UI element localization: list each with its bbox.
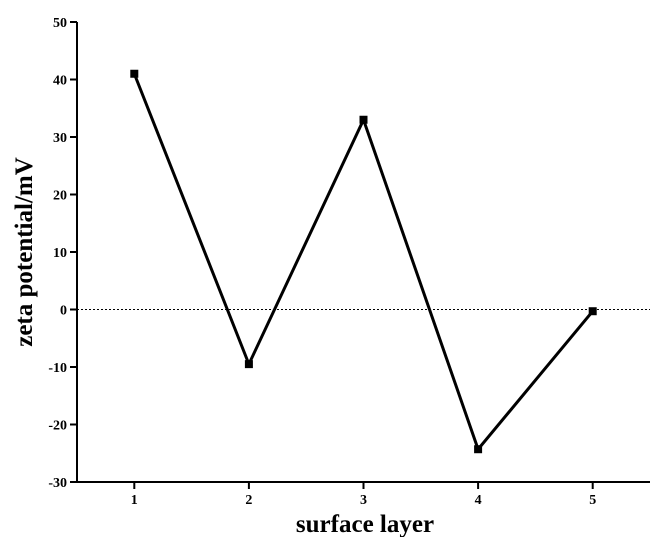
- series-group: [130, 69, 597, 454]
- data-point-marker: [474, 445, 483, 454]
- y-tick-label: -20: [48, 419, 67, 434]
- y-tick-label: 10: [53, 246, 67, 261]
- y-tick-label: 0: [60, 304, 67, 319]
- data-point-marker: [244, 360, 253, 369]
- x-tick-label: 3: [360, 493, 367, 508]
- x-tick-label: 5: [589, 493, 596, 508]
- data-point-marker: [359, 115, 368, 124]
- y-tick-label: -30: [48, 476, 67, 491]
- y-tick-label: 50: [53, 16, 67, 31]
- x-tick-label: 1: [131, 493, 138, 508]
- y-tick-label: 20: [53, 189, 67, 204]
- y-tick-label: -10: [48, 361, 67, 376]
- x-axis-title: surface layer: [296, 511, 434, 537]
- y-tick-label: 40: [53, 74, 67, 89]
- data-point-marker: [130, 69, 139, 78]
- x-axis-ticks: 1 2 3 4 5: [131, 482, 596, 508]
- y-tick-label: 30: [53, 131, 67, 146]
- y-axis-title: zeta potential/mV: [11, 157, 38, 347]
- x-tick-label: 2: [245, 493, 252, 508]
- y-axis-ticks: 50 40 30 20 10 0 -10 -20 -30: [48, 16, 77, 491]
- x-tick-label: 4: [475, 493, 482, 508]
- data-point-marker: [588, 307, 597, 316]
- series-line: [132, 73, 594, 453]
